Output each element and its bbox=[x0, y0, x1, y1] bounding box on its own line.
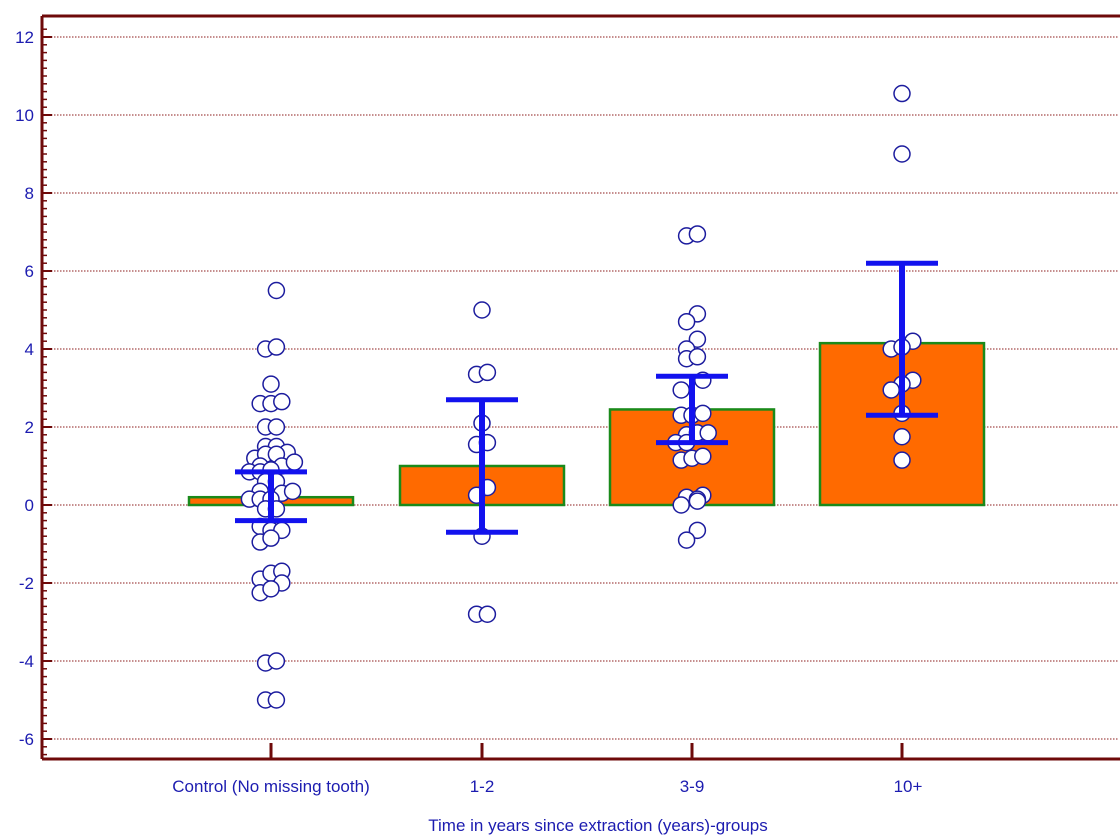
data-point bbox=[478, 363, 497, 382]
data-point bbox=[688, 225, 707, 243]
data-point bbox=[262, 580, 280, 598]
data-point bbox=[267, 691, 286, 709]
data-point bbox=[273, 392, 291, 411]
data-point bbox=[262, 529, 280, 547]
data-point bbox=[688, 492, 707, 510]
axes bbox=[40, 14, 1120, 761]
y-tick-label: 12 bbox=[15, 28, 34, 47]
tick-labels: -6 -4 -2 0 2 4 6 8 10 12 Control (No missing tooth… bbox=[15, 28, 922, 796]
data-point bbox=[893, 451, 911, 469]
x-tick-label: 1-2 bbox=[470, 777, 495, 796]
y-tick-label: 4 bbox=[25, 340, 34, 359]
data-point bbox=[672, 381, 690, 399]
data-point bbox=[672, 496, 690, 514]
y-tick-label: -6 bbox=[19, 730, 34, 749]
y-tick-label: 2 bbox=[25, 418, 34, 437]
data-point bbox=[893, 428, 911, 446]
data-point bbox=[694, 447, 712, 465]
data-point bbox=[473, 301, 491, 319]
data-point bbox=[262, 375, 280, 393]
data-point bbox=[677, 312, 696, 331]
error-bars bbox=[235, 260, 938, 535]
y-tick-label: 10 bbox=[15, 106, 34, 125]
x-tick-label: 10+ bbox=[894, 777, 923, 796]
data-point bbox=[478, 605, 497, 623]
data-point bbox=[267, 338, 286, 356]
x-tick-label: 3-9 bbox=[680, 777, 705, 796]
data-point bbox=[893, 145, 911, 163]
y-tick-label: 6 bbox=[25, 262, 34, 281]
data-point bbox=[893, 84, 911, 103]
y-tick-label: -2 bbox=[19, 574, 34, 593]
data-point bbox=[677, 531, 696, 549]
bars bbox=[187, 341, 986, 507]
data-point bbox=[699, 424, 717, 442]
data-point bbox=[267, 418, 286, 436]
data-point bbox=[267, 281, 286, 300]
y-tick-label: 0 bbox=[25, 496, 34, 515]
data-point bbox=[688, 330, 707, 348]
data-point bbox=[285, 453, 304, 471]
data-point bbox=[688, 521, 707, 540]
x-tick-label: Control (No missing tooth) bbox=[172, 777, 369, 796]
y-tick-label: 8 bbox=[25, 184, 34, 203]
data-point bbox=[283, 482, 302, 501]
data-point bbox=[267, 652, 286, 670]
data-point bbox=[694, 404, 712, 423]
data-point bbox=[688, 348, 707, 366]
x-axis-title: Time in years since extraction (years)-g… bbox=[428, 816, 768, 835]
data-point bbox=[882, 381, 900, 399]
y-tick-label: -4 bbox=[19, 652, 34, 671]
